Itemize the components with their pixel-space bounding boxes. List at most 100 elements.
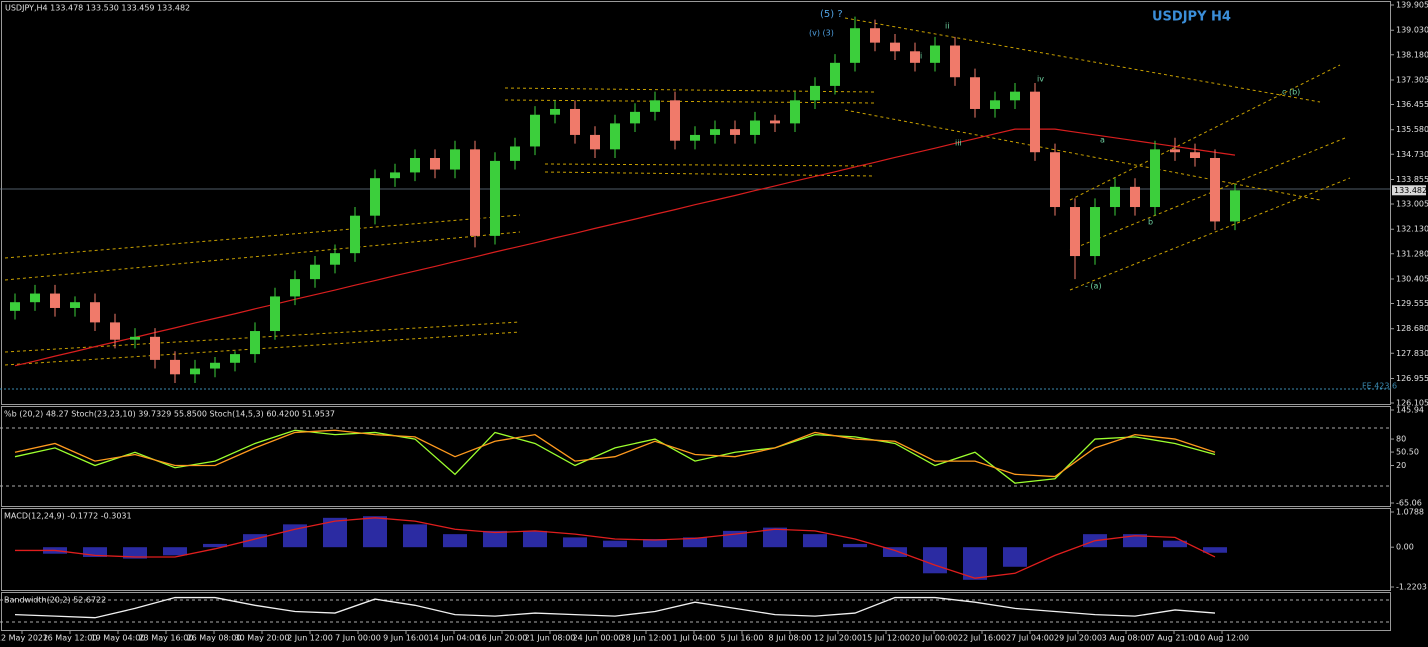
macd-bar	[363, 516, 387, 548]
candle-body	[1050, 152, 1060, 208]
wave-label: (v) (3)	[809, 29, 834, 38]
oscillator-pane	[1, 406, 1391, 507]
candle-body	[1150, 149, 1160, 208]
candle-body	[450, 149, 460, 170]
x-tick-label: 1 Jul 04:00	[673, 634, 716, 643]
channel-line	[844, 17, 1321, 103]
y-tick-label: 127.830	[1396, 349, 1428, 358]
candle-body	[230, 354, 240, 363]
candle-body	[330, 253, 340, 265]
macd-bar	[83, 547, 107, 557]
macd-bar	[1163, 540, 1187, 548]
y-tick-label: 145.94	[1396, 406, 1424, 415]
macd-bar	[683, 537, 707, 548]
macd-bar	[603, 540, 627, 548]
x-tick-label: 24 Jun 00:00	[573, 634, 624, 643]
candle-body	[1010, 91, 1020, 101]
pane-label: %b (20,2) 48.27 Stoch(23,23,10) 39.7329 …	[4, 410, 335, 419]
y-tick-label: 80	[1396, 435, 1406, 444]
x-tick-label: 15 Jul 12:00	[862, 634, 910, 643]
y-tick-label: 136.455	[1396, 100, 1428, 109]
wave-label: (5) ?	[820, 9, 843, 20]
macd-bar	[563, 537, 587, 548]
indicator-line	[14, 429, 1216, 484]
wave-label: iv	[1037, 75, 1044, 84]
macd-bar	[843, 543, 867, 548]
candle-body	[650, 100, 660, 112]
candle-body	[130, 336, 140, 340]
macd-bar	[163, 547, 187, 556]
macd-bar	[203, 543, 227, 548]
channel-line	[4, 331, 521, 366]
wave-label: b	[1148, 218, 1153, 227]
last-price-label: 133.482	[1394, 186, 1427, 195]
x-tick-label: 10 Aug 12:00	[1195, 634, 1249, 643]
candle-body	[610, 123, 620, 150]
candle-body	[250, 331, 260, 355]
y-tick-label: 130.405	[1396, 274, 1428, 283]
candle-body	[850, 28, 860, 63]
macd-bar	[1123, 534, 1147, 548]
macd-bar	[123, 547, 147, 559]
candle-body	[1190, 152, 1200, 158]
candle-body	[30, 293, 40, 303]
candle-body	[310, 264, 320, 280]
candle-body	[570, 108, 580, 135]
x-tick-label: 3 Aug 08:00	[1102, 634, 1151, 643]
macd-bar	[923, 547, 947, 574]
candle-body	[1170, 149, 1180, 153]
candle-body	[370, 178, 380, 216]
candle-body	[430, 157, 440, 170]
wave-label: iii	[955, 139, 962, 148]
y-tick-label: 133.855	[1396, 175, 1428, 184]
wave-label: i	[920, 52, 922, 61]
channel-line	[544, 171, 876, 177]
y-tick-label: 50.50	[1396, 448, 1419, 457]
candle-body	[1030, 91, 1040, 153]
candle-body	[510, 146, 520, 161]
candle-body	[810, 85, 820, 101]
y-tick-label: 134.730	[1396, 150, 1428, 159]
channel-line	[4, 214, 521, 259]
candle-body	[170, 359, 180, 375]
bandwidth-pane	[1, 592, 1391, 631]
macd-bar	[523, 530, 547, 548]
wave-label: FE 423.6	[1362, 382, 1397, 391]
candle-body	[890, 42, 900, 52]
macd-bar	[1203, 547, 1227, 553]
wave-label: ii	[945, 22, 949, 31]
candle-body	[110, 322, 120, 340]
y-tick-label: 137.305	[1396, 75, 1428, 84]
channel-line	[504, 99, 876, 104]
candle-body	[910, 51, 920, 63]
candle-body	[1070, 207, 1080, 257]
candle-body	[1230, 190, 1240, 222]
x-tick-label: 7 Aug 21:00	[1150, 634, 1199, 643]
candle-body	[930, 45, 940, 63]
y-tick-label: 139.030	[1396, 26, 1428, 35]
candle-body	[470, 149, 480, 236]
candle-body	[830, 62, 840, 86]
candle-body	[1130, 186, 1140, 208]
candle-body	[730, 129, 740, 135]
x-tick-label: 2 Jun 12:00	[287, 634, 333, 643]
y-tick-label: 132.130	[1396, 225, 1428, 234]
indicator-line	[15, 517, 1216, 579]
candle-body	[750, 120, 760, 135]
candle-body	[210, 362, 220, 369]
y-tick-label: 0.00	[1396, 543, 1414, 552]
candle-body	[410, 157, 420, 173]
x-tick-label: 5 Jul 16:00	[721, 634, 764, 643]
last-price-box	[1392, 185, 1426, 196]
candle-body	[290, 279, 300, 297]
chart-title: USDJPY H4	[1152, 10, 1231, 25]
candle-body	[770, 120, 780, 124]
y-tick-label: 20	[1396, 461, 1406, 470]
x-tick-label: 30 May 20:00	[235, 634, 290, 643]
x-tick-label: 12 May 2022	[0, 634, 48, 643]
channel-line	[544, 163, 876, 167]
macd-pane	[1, 508, 1391, 591]
candle-body	[710, 129, 720, 135]
